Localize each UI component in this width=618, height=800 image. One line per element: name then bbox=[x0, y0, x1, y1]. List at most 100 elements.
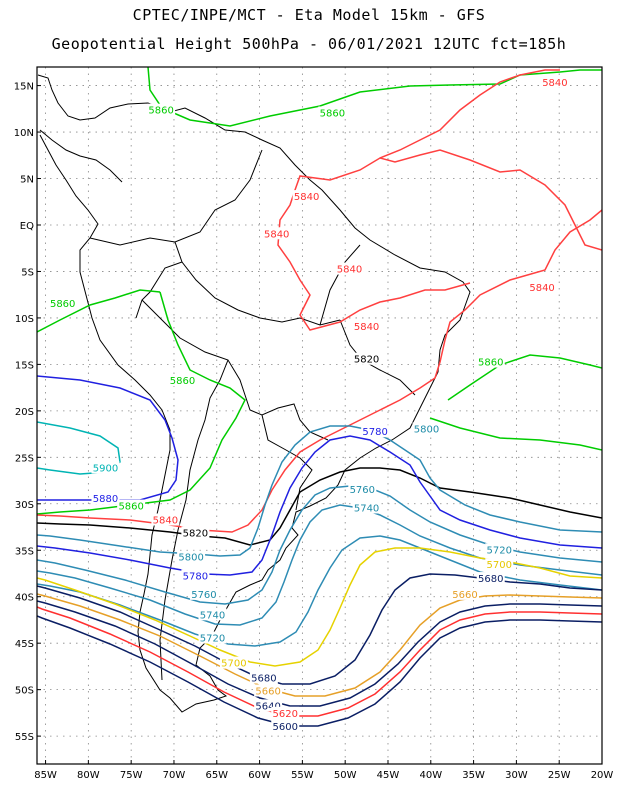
lon-tick-label: 70W bbox=[163, 770, 186, 781]
lat-tick-label: 55S bbox=[15, 732, 34, 743]
lon-tick-label: 85W bbox=[34, 770, 57, 781]
contour-5700 bbox=[37, 547, 602, 667]
contour-label: 5720 bbox=[487, 545, 512, 556]
contour-label-bg bbox=[361, 425, 390, 438]
contour-label: 5700 bbox=[487, 560, 512, 571]
lon-tick-label: 25W bbox=[548, 770, 571, 781]
contour-label: 5840 bbox=[294, 192, 319, 203]
axis-tick-labels: 15N 10N 5N EQ 5S 10S 15S 20S 25S 30S 35S 40S 45S 50S 5… bbox=[14, 82, 614, 781]
contour-label-bg bbox=[168, 374, 197, 387]
contour-label: 5820 bbox=[183, 529, 208, 540]
contour-5600 bbox=[37, 615, 602, 727]
contour-label-bg bbox=[485, 558, 514, 571]
contour-label-bg bbox=[249, 671, 278, 684]
contour-label-bg bbox=[271, 706, 300, 719]
lon-tick-label: 20W bbox=[591, 770, 614, 781]
contour-label-bg bbox=[352, 352, 381, 365]
contour-label: 5800 bbox=[414, 424, 439, 435]
contour-label: 5860 bbox=[320, 108, 345, 119]
lon-tick-label: 45W bbox=[377, 770, 400, 781]
contour-label-bg bbox=[48, 296, 77, 309]
contour-label: 5680 bbox=[478, 574, 503, 585]
contour-5860-east bbox=[447, 354, 602, 401]
contour-label-bg bbox=[412, 422, 441, 435]
contour-label: 5760 bbox=[191, 590, 216, 601]
contour-label: 5860 bbox=[170, 376, 195, 387]
lat-tick-label: 35S bbox=[15, 546, 34, 557]
contour-label-bg bbox=[91, 492, 120, 505]
lat-tick-label: EQ bbox=[20, 221, 34, 232]
contour-label: 5840 bbox=[529, 283, 554, 294]
contour-label: 5620 bbox=[273, 709, 298, 720]
contour-label-bg bbox=[318, 106, 347, 119]
contour-label-bg bbox=[219, 656, 248, 669]
contour-5720 bbox=[37, 535, 602, 647]
lat-tick-label: 30S bbox=[15, 500, 34, 511]
contour-label: 5820 bbox=[354, 355, 379, 366]
contour-label: 5840 bbox=[354, 322, 379, 333]
lon-tick-label: 60W bbox=[248, 770, 271, 781]
lon-tick-label: 35W bbox=[462, 770, 485, 781]
contour-label: 5660 bbox=[255, 687, 280, 698]
contour-label-bg bbox=[352, 320, 381, 333]
contour-label-bg bbox=[528, 281, 557, 294]
contour-label-bg bbox=[271, 719, 300, 732]
contour-label: 5740 bbox=[200, 610, 225, 621]
lon-tick-label: 80W bbox=[77, 770, 100, 781]
contour-5860-andes bbox=[37, 291, 246, 515]
lat-tick-label: 10S bbox=[15, 314, 34, 325]
contour-label-bg bbox=[189, 587, 218, 600]
contour-label: 5700 bbox=[221, 659, 246, 670]
contour-label-bg bbox=[151, 513, 180, 526]
contour-label: 5680 bbox=[251, 674, 276, 685]
lon-tick-label: 30W bbox=[505, 770, 528, 781]
contour-label-bg bbox=[147, 103, 176, 116]
contour-label: 5660 bbox=[452, 590, 477, 601]
contour-label-bg bbox=[485, 543, 514, 556]
contour-label: 5840 bbox=[264, 229, 289, 240]
contour-label-bg bbox=[181, 526, 210, 539]
contour-label: 5780 bbox=[362, 427, 387, 438]
contour-label-bg bbox=[292, 190, 321, 203]
lon-tick-label: 75W bbox=[120, 770, 143, 781]
contour-5860-south-atlantic bbox=[429, 417, 602, 451]
contour-label: 5840 bbox=[337, 265, 362, 276]
contour-label: 5840 bbox=[542, 78, 567, 89]
map-frame bbox=[36, 66, 603, 765]
contour-label: 5640 bbox=[255, 701, 280, 712]
contour-5620 bbox=[37, 606, 602, 717]
contour-label: 5880 bbox=[93, 494, 118, 505]
lat-tick-label: 15S bbox=[15, 360, 34, 371]
lat-tick-label: 10N bbox=[14, 128, 34, 139]
contour-label: 5760 bbox=[350, 485, 375, 496]
contour-label-bg bbox=[117, 499, 146, 512]
lat-tick-label: 5N bbox=[20, 175, 34, 186]
lat-tick-label: 40S bbox=[15, 593, 34, 604]
contour-5880 bbox=[37, 375, 179, 501]
contour-label: 5900 bbox=[93, 463, 118, 474]
contour-label-bg bbox=[254, 684, 283, 697]
contour-label: 5840 bbox=[153, 516, 178, 527]
contour-label: 5720 bbox=[200, 634, 225, 645]
lat-tick-label: 20S bbox=[15, 407, 34, 418]
map-grid bbox=[37, 67, 603, 764]
contour-label-bg bbox=[198, 608, 227, 621]
contour-label: 5600 bbox=[273, 722, 298, 733]
lon-tick-label: 55W bbox=[291, 770, 314, 781]
lon-tick-label: 65W bbox=[205, 770, 228, 781]
map-title-line2: Geopotential Height 500hPa - 06/01/2021 … bbox=[51, 35, 567, 53]
lat-tick-label: 5S bbox=[21, 267, 34, 278]
lon-tick-label: 40W bbox=[419, 770, 442, 781]
contour-5840-north-arc bbox=[379, 69, 560, 159]
contour-label: 5860 bbox=[478, 358, 503, 369]
contour-5640 bbox=[37, 600, 602, 707]
contour-lines bbox=[37, 67, 602, 727]
lat-tick-label: 50S bbox=[15, 686, 34, 697]
contour-label: 5780 bbox=[183, 571, 208, 582]
contour-label: 5740 bbox=[354, 503, 379, 514]
coastline-outline bbox=[37, 74, 471, 713]
map-title-line1: CPTEC/INPE/MCT - Eta Model 15km - GFS bbox=[132, 6, 486, 24]
contour-label-bg bbox=[476, 355, 505, 368]
contour-label-bg bbox=[352, 501, 381, 514]
